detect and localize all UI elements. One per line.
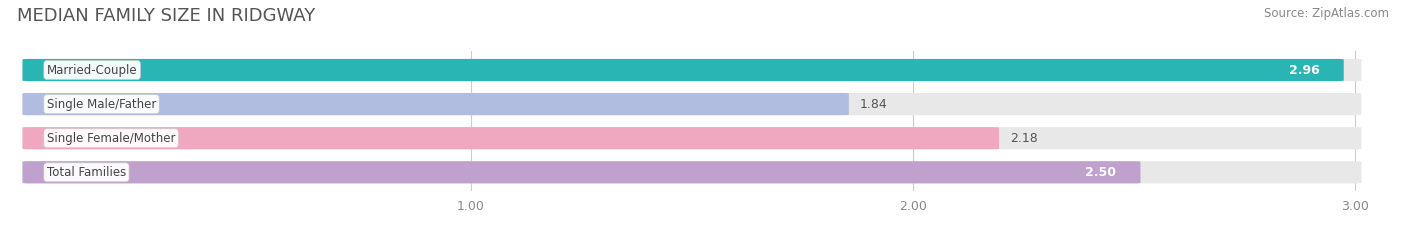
- Text: MEDIAN FAMILY SIZE IN RIDGWAY: MEDIAN FAMILY SIZE IN RIDGWAY: [17, 7, 315, 25]
- Text: Single Male/Father: Single Male/Father: [46, 98, 156, 111]
- FancyBboxPatch shape: [22, 161, 1361, 183]
- FancyBboxPatch shape: [22, 59, 1361, 81]
- Text: 1.84: 1.84: [860, 98, 887, 111]
- Text: Total Families: Total Families: [46, 166, 127, 179]
- Text: Married-Couple: Married-Couple: [46, 64, 138, 76]
- FancyBboxPatch shape: [22, 59, 1344, 81]
- FancyBboxPatch shape: [22, 127, 1000, 149]
- Text: Single Female/Mother: Single Female/Mother: [46, 132, 176, 145]
- Text: Source: ZipAtlas.com: Source: ZipAtlas.com: [1264, 7, 1389, 20]
- FancyBboxPatch shape: [22, 127, 1361, 149]
- FancyBboxPatch shape: [22, 93, 1361, 115]
- FancyBboxPatch shape: [22, 93, 849, 115]
- Text: 2.96: 2.96: [1289, 64, 1319, 76]
- Text: 2.50: 2.50: [1085, 166, 1116, 179]
- Text: 2.18: 2.18: [1010, 132, 1038, 145]
- FancyBboxPatch shape: [22, 161, 1140, 183]
